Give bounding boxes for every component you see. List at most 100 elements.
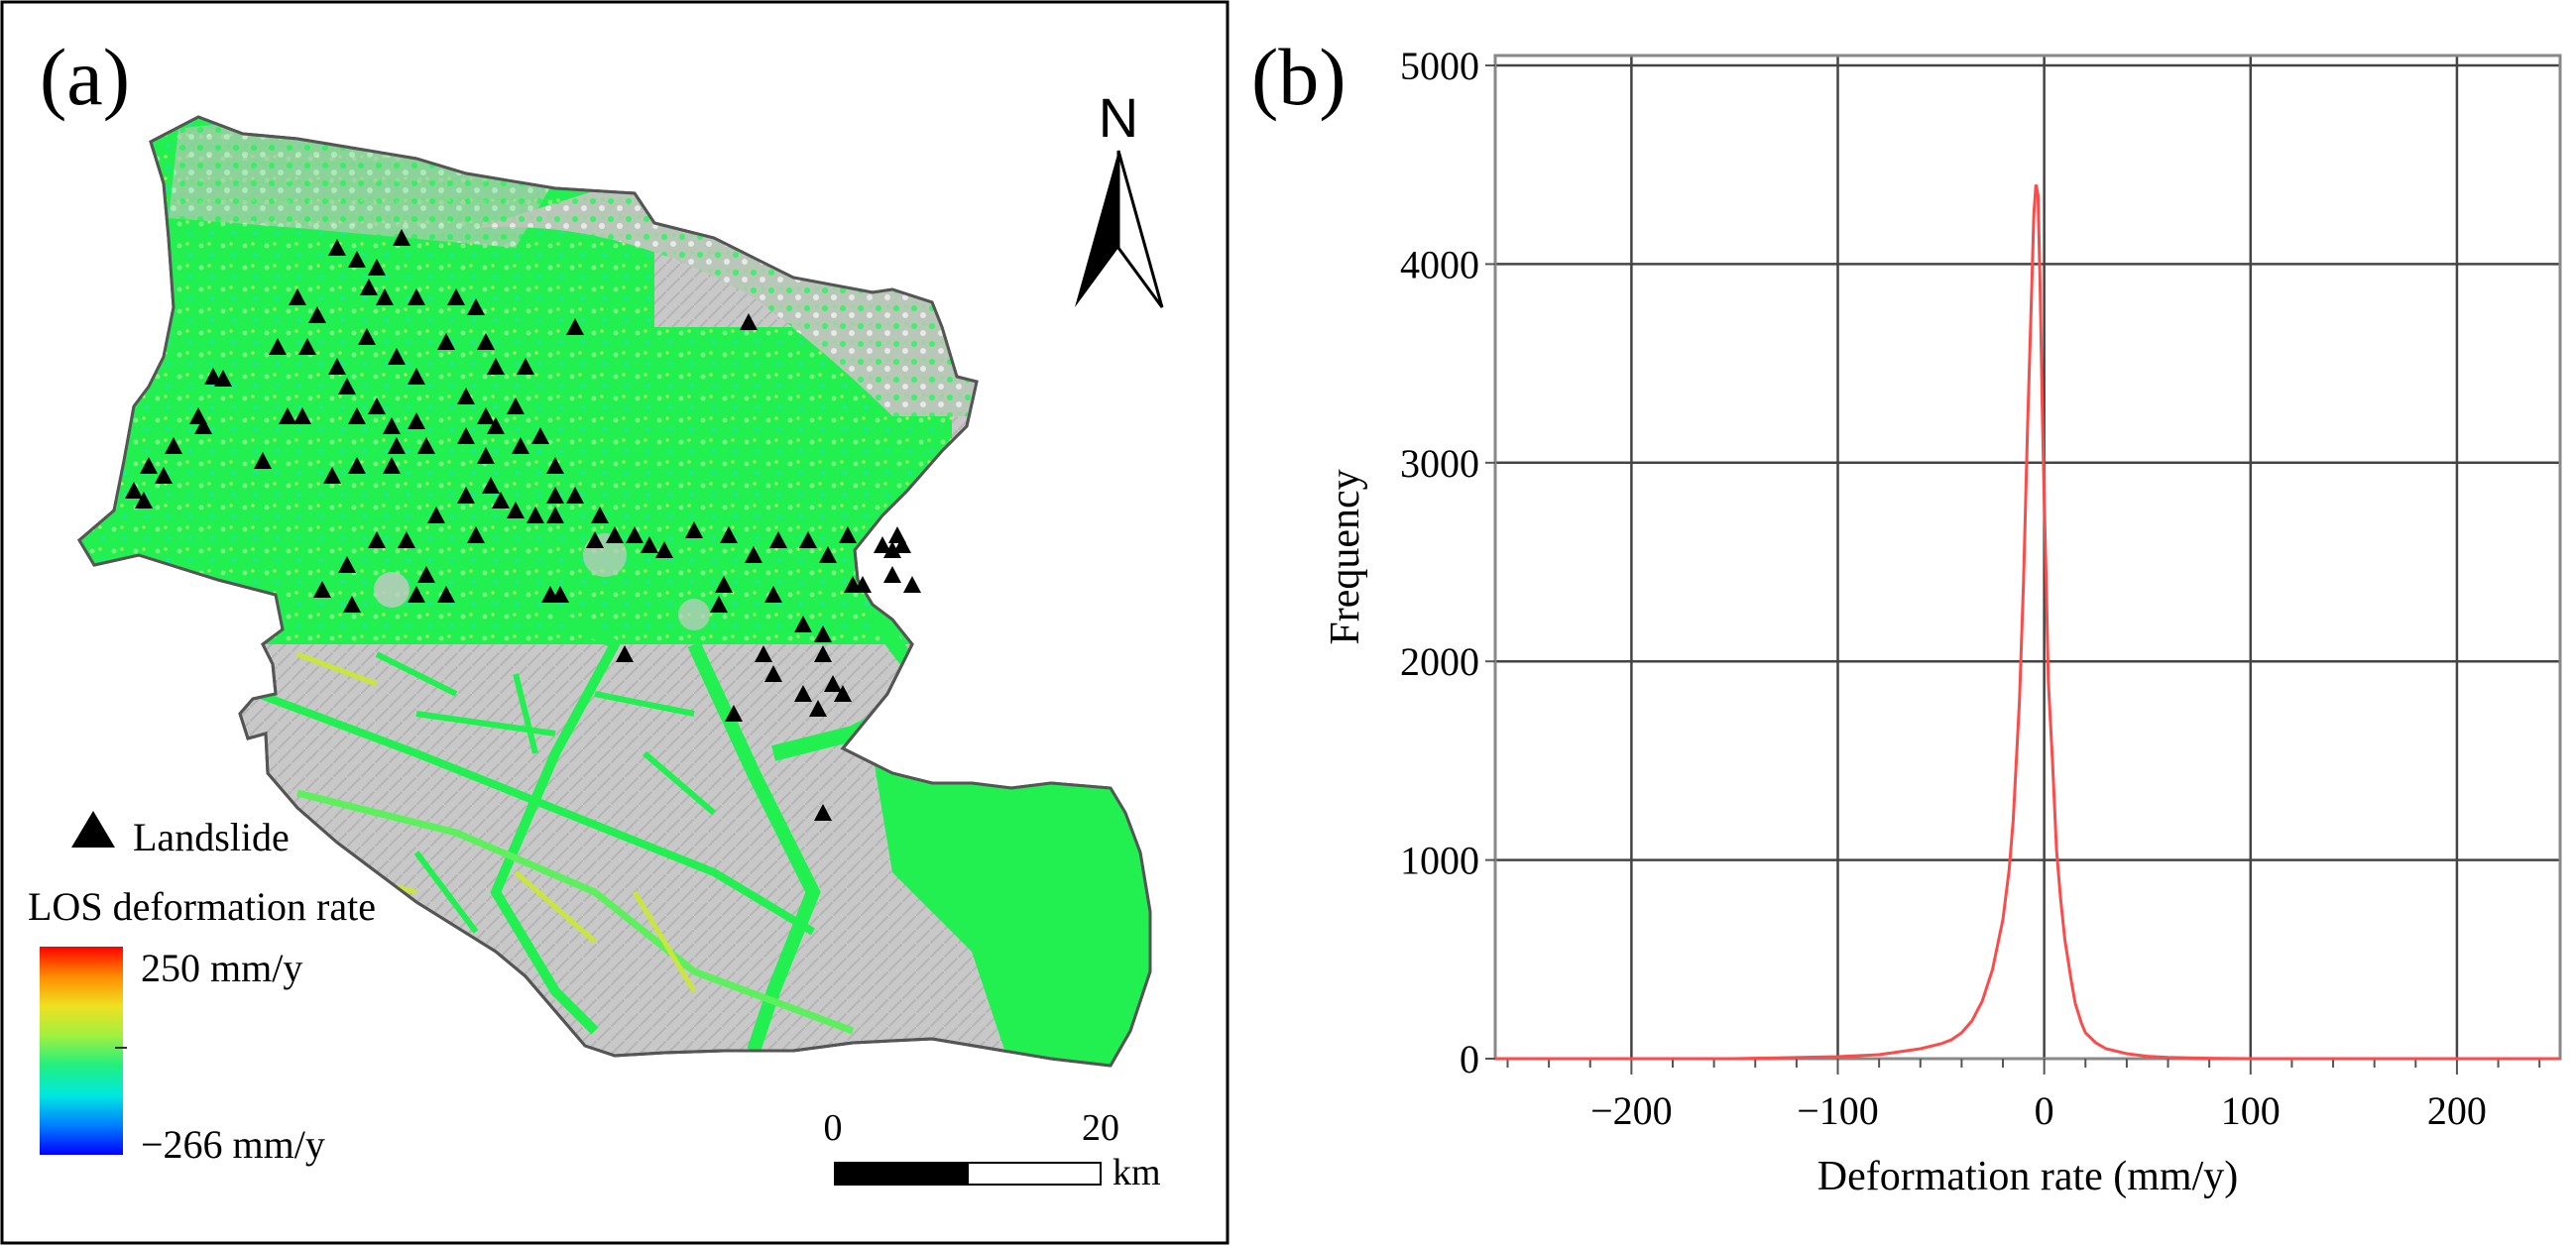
histogram-chart: −200 −100 0 100 200 0 1000 2000 3000 4000 5000 De…: [1323, 44, 2562, 1199]
landslide-marker: [328, 239, 346, 256]
landslide-marker: [655, 541, 673, 558]
panel-a: (a): [0, 0, 1229, 1245]
landslide-marker: [903, 576, 921, 593]
x-tick-label: −100: [1797, 1088, 1879, 1133]
landslide-marker: [487, 358, 505, 375]
landslide-marker: [725, 705, 743, 722]
study-area-border: [77, 115, 1152, 1068]
y-axis-ticks: 0 1000 2000 3000 4000 5000: [1400, 44, 1495, 1081]
landslide-marker: [883, 541, 901, 558]
landslide-marker: [824, 675, 842, 692]
landslide-marker: [517, 358, 534, 375]
landslide-marker: [140, 457, 158, 474]
y-tick-label: 3000: [1400, 441, 1479, 486]
colorbar-min-label: −266 mm/y: [141, 1122, 325, 1167]
landslide-marker: [417, 437, 435, 454]
landslide-marker: [408, 288, 425, 305]
landslide-marker: [874, 536, 891, 553]
landslide-marker: [814, 645, 832, 662]
landslide-marker: [437, 333, 455, 350]
landslide-marker: [135, 492, 153, 509]
scale-start-label: 0: [824, 1107, 843, 1149]
landslide-marker: [769, 531, 787, 548]
panel-a-label: (a): [40, 32, 130, 122]
landslide-legend-label: Landslide: [133, 815, 290, 859]
landslide-marker: [383, 457, 401, 474]
colorbar-title: LOS deformation rate: [28, 884, 376, 929]
landslide-marker: [279, 407, 296, 424]
landslide-marker: [328, 358, 346, 375]
y-tick-label: 1000: [1400, 839, 1479, 883]
landslide-marker: [809, 700, 827, 717]
landslide-marker: [427, 507, 445, 523]
landslide-marker: [893, 536, 911, 553]
landslide-marker: [298, 338, 316, 355]
colorbar: [40, 947, 123, 1155]
landslide-marker: [338, 378, 356, 395]
landslide-marker: [457, 487, 475, 504]
landslide-marker: [293, 407, 311, 424]
scale-bar: 0 20 km: [824, 1107, 1161, 1193]
landslide-marker: [383, 417, 401, 434]
landslide-marker: [819, 546, 837, 563]
x-axis-ticks: −200 −100 0 100 200: [1506, 1059, 2541, 1133]
landslide-marker: [388, 437, 406, 454]
landslide-marker: [839, 526, 857, 543]
landslide-marker: [546, 507, 564, 523]
landslide-markers: [125, 229, 921, 821]
landslide-marker: [551, 586, 569, 603]
x-tick-label: 200: [2427, 1088, 2487, 1133]
landslide-marker: [591, 507, 609, 523]
landslide-marker: [794, 616, 812, 632]
landslide-marker: [194, 417, 212, 434]
landslide-marker: [715, 576, 733, 593]
landslide-marker: [360, 279, 378, 295]
landslide-marker: [764, 586, 782, 603]
landslide-marker: [720, 526, 738, 543]
landslide-marker: [125, 482, 143, 499]
scale-unit-label: km: [1112, 1152, 1161, 1193]
landslide-marker: [408, 586, 425, 603]
landslide-marker: [408, 368, 425, 385]
landslide-marker: [507, 502, 525, 518]
plot-frame: [1493, 54, 2562, 1061]
landslide-marker: [393, 229, 410, 246]
map-legend: Landslide LOS deformation rate 250 mm/y …: [28, 811, 376, 1167]
landslide-marker: [348, 407, 366, 424]
north-label: N: [1099, 86, 1138, 149]
landslide-marker: [834, 685, 852, 702]
landslide-marker: [398, 531, 415, 548]
landslide-marker: [566, 318, 584, 335]
landslide-marker: [546, 457, 564, 474]
landslide-marker: [289, 288, 306, 305]
x-tick-label: 0: [2035, 1088, 2054, 1133]
y-axis-label: Frequency: [1323, 469, 1368, 644]
landslide-marker: [814, 804, 832, 821]
y-tick-label: 0: [1460, 1037, 1479, 1081]
x-tick-label: 100: [2221, 1088, 2281, 1133]
panel-a-frame: [0, 0, 1229, 1245]
landslide-marker: [527, 507, 544, 523]
landslide-marker: [376, 288, 394, 305]
landslide-marker: [308, 306, 326, 323]
landslide-marker: [214, 370, 232, 387]
landslide-marker: [155, 467, 173, 484]
north-arrow-icon: [1075, 151, 1118, 307]
x-axis-label: Deformation rate (mm/y): [1817, 1154, 2239, 1199]
landslide-marker: [417, 566, 435, 583]
landslide-marker: [755, 645, 772, 662]
landslide-marker: [799, 531, 817, 548]
landslide-marker: [408, 412, 425, 429]
colorbar-max-label: 250 mm/y: [141, 946, 302, 990]
landslide-marker: [254, 452, 272, 469]
landslide-marker: [566, 487, 584, 504]
landslide-marker: [507, 397, 525, 414]
landslide-marker: [764, 665, 782, 682]
north-arrow: N: [1075, 86, 1164, 308]
landslide-marker: [854, 576, 872, 593]
landslide-marker: [313, 581, 331, 598]
landslide-marker: [358, 328, 376, 345]
landslide-marker: [531, 427, 549, 444]
landslide-marker: [616, 645, 634, 662]
landslide-marker: [348, 251, 366, 268]
